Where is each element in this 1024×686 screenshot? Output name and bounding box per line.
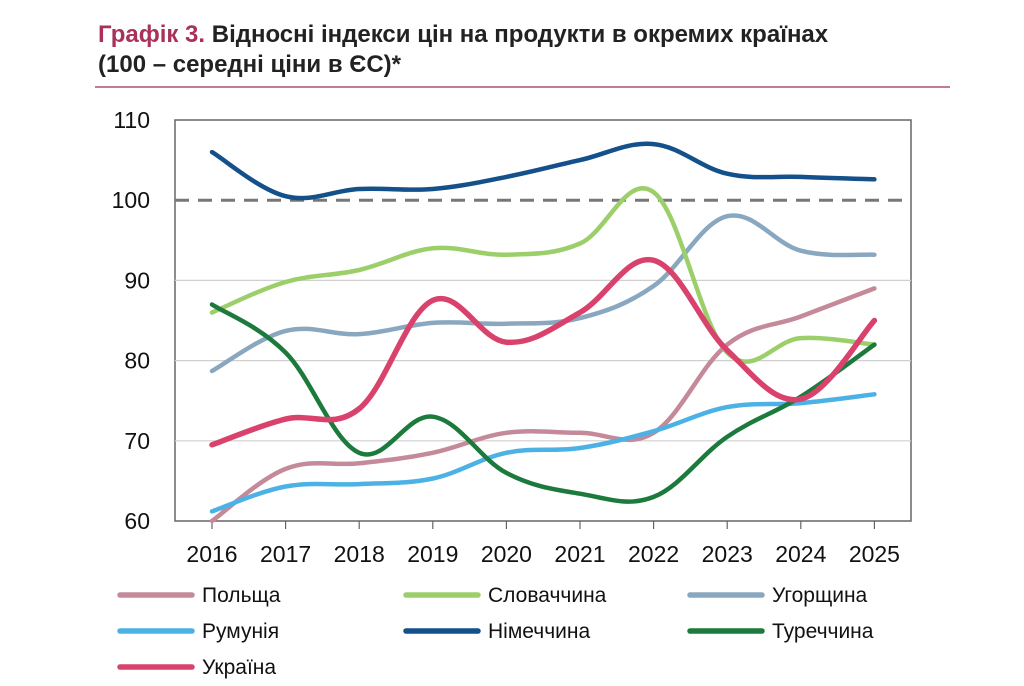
chart-title-main: Відносні індекси цін на продукти в окрем… xyxy=(211,21,829,48)
x-tick-label: 2023 xyxy=(702,541,753,567)
y-tick-label: 90 xyxy=(124,267,150,293)
x-tick-label: 2020 xyxy=(481,541,532,567)
chart-title-line2: (100 – середні ціни в ЄС)* xyxy=(98,51,401,78)
legend-label: Німеччина xyxy=(488,620,590,643)
legend-label: Угорщина xyxy=(772,584,868,607)
x-tick-label: 2016 xyxy=(186,541,237,567)
x-tick-label: 2025 xyxy=(849,541,900,567)
legend-label: Україна xyxy=(202,656,276,679)
series-1-line xyxy=(209,186,877,364)
series-2-line xyxy=(209,213,877,374)
series-6-line xyxy=(209,256,878,448)
y-tick-label: 60 xyxy=(124,508,150,534)
legend: Польща Словаччина Угорщина Румунія Німеччина… xyxy=(117,584,874,679)
y-tick-label: 70 xyxy=(124,428,150,454)
x-axis-ticks: 2016 2017 2018 2019 2020 2021 2022 2023 2024 2025 xyxy=(186,521,900,567)
chart-title: Графік 3. Відносні індекси цін на продук… xyxy=(98,20,978,80)
x-tick-label: 2018 xyxy=(334,541,385,567)
legend-label: Польща xyxy=(202,584,281,607)
x-tick-label: 2021 xyxy=(554,541,605,567)
x-tick-label: 2019 xyxy=(407,541,458,567)
legend-label: Туреччина xyxy=(772,620,874,643)
chart-title-prefix: Графік 3. xyxy=(98,21,206,48)
y-tick-label: 110 xyxy=(113,107,150,133)
series-0-line xyxy=(209,286,877,524)
title-divider xyxy=(95,86,950,88)
x-tick-label: 2017 xyxy=(260,541,311,567)
series-4-line xyxy=(209,141,877,201)
plot-area-frame xyxy=(174,119,912,522)
series-lines xyxy=(209,141,878,524)
series-3-line xyxy=(209,392,877,514)
x-tick-label: 2022 xyxy=(628,541,679,567)
y-tick-label: 100 xyxy=(112,187,150,213)
legend-label: Словаччина xyxy=(488,584,607,607)
x-tick-label: 2024 xyxy=(775,541,826,567)
series-5-line xyxy=(209,302,877,504)
y-tick-label: 80 xyxy=(124,348,150,374)
y-axis-ticks: 60 70 80 90 100 110 xyxy=(112,107,150,534)
legend-label: Румунія xyxy=(202,620,279,643)
